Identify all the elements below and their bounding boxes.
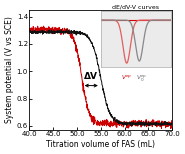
X-axis label: Titration volume of FAS (mL): Titration volume of FAS (mL) [46,140,155,149]
Y-axis label: System potential (V vs SCE): System potential (V vs SCE) [5,16,14,123]
Text: ΔV: ΔV [84,72,98,81]
